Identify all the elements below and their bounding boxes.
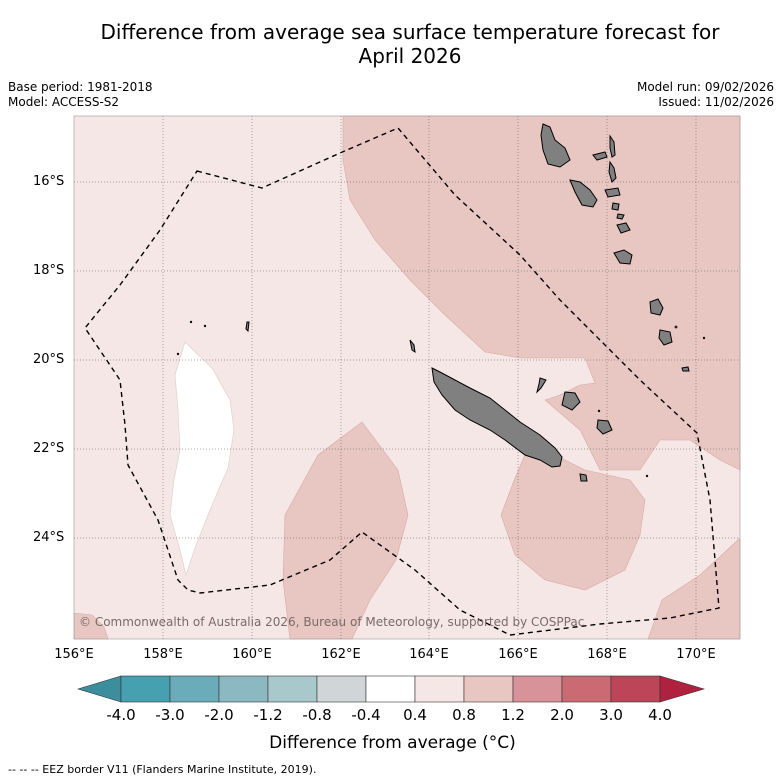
aneityum (658, 329, 673, 346)
colorbar-segment (316, 675, 367, 703)
coral-islet-a (189, 320, 193, 324)
colorbar-segment (512, 675, 563, 703)
lat-label-24s: 24°S (33, 530, 65, 545)
colorbar (76, 675, 706, 703)
colorbar-segment (267, 675, 318, 703)
ouvea-island (536, 377, 547, 394)
isle-of-pines (579, 473, 588, 482)
coral-islet-c (176, 352, 180, 356)
hunter-islet (702, 336, 706, 340)
matthew-island (681, 366, 690, 372)
colorbar-tick: -3.0 (155, 706, 185, 724)
malekula (569, 179, 598, 208)
lon-label-164e: 164°E (409, 647, 449, 662)
colorbar-segment (463, 675, 514, 703)
colorbar-arrow-low (76, 675, 122, 703)
lifou-island (561, 391, 581, 411)
colorbar-tick: 3.0 (599, 706, 623, 724)
lat-label-20s: 20°S (33, 352, 65, 367)
colorbar-tick: 0.8 (452, 706, 476, 724)
colorbar-segment (365, 675, 416, 703)
ambae (592, 151, 608, 161)
erromango (613, 249, 633, 265)
lon-label-162e: 162°E (321, 647, 361, 662)
colorbar-tick: -4.0 (106, 706, 136, 724)
colorbar-segment (120, 675, 171, 703)
lon-label-160e: 160°E (232, 647, 272, 662)
chart-title-line2: April 2026 (358, 44, 462, 68)
colorbar-tick: -2.0 (204, 706, 234, 724)
ambrym (604, 187, 621, 198)
lat-label-16s: 16°S (33, 174, 65, 189)
lon-label-158e: 158°E (143, 647, 183, 662)
belep-islands (409, 339, 416, 354)
epi-island (611, 202, 620, 211)
map-frame (73, 115, 741, 640)
colorbar-segment (169, 675, 220, 703)
shepherd-islands (616, 213, 625, 220)
coral-islet-b (203, 324, 207, 328)
base-period-text: Base period: 1981-2018 (8, 80, 153, 94)
copyright-text: © Commonwealth of Australia 2026, Bureau… (79, 615, 584, 629)
walpole-islet (645, 474, 649, 478)
mare-island (596, 419, 613, 435)
meta-right: Model run: 09/02/2026 Issued: 11/02/2026 (637, 80, 774, 110)
futuna-islet (674, 325, 678, 329)
colorbar-tick: 0.4 (403, 706, 427, 724)
colorbar-tick: 2.0 (550, 706, 574, 724)
issued-text: Issued: 11/02/2026 (658, 95, 774, 109)
lon-label-156e: 156°E (54, 647, 94, 662)
lon-label-168e: 168°E (587, 647, 627, 662)
lat-label-18s: 18°S (33, 263, 65, 278)
efate (616, 222, 631, 234)
loyalty-islet (597, 409, 601, 413)
anomaly-region-se (500, 449, 646, 591)
new-caledonia-landmass (431, 367, 563, 468)
espiritu-santo (540, 123, 571, 168)
colorbar-segment (561, 675, 612, 703)
gridlines (74, 116, 740, 639)
chart-title-line1: Difference from average sea surface temp… (100, 20, 720, 44)
model-text: Model: ACCESS-S2 (8, 95, 120, 109)
colorbar-tick: -0.4 (351, 706, 381, 724)
lon-label-170e: 170°E (676, 647, 716, 662)
colorbar-tick: -0.8 (302, 706, 332, 724)
colorbar-tick: -1.2 (253, 706, 283, 724)
lat-label-22s: 22°S (33, 441, 65, 456)
pentecost (608, 160, 617, 183)
maewo (609, 134, 616, 158)
colorbar-tick: 1.2 (501, 706, 525, 724)
tanna (649, 298, 664, 316)
neutral-region (169, 341, 235, 577)
eez-legend-footer: -- -- -- EEZ border V11 (Flanders Marine… (8, 763, 317, 776)
colorbar-title: Difference from average (°C) (269, 733, 516, 753)
chesterfield-reef (245, 321, 250, 333)
colorbar-segment (414, 675, 465, 703)
model-run-text: Model run: 09/02/2026 (636, 80, 774, 94)
colorbar-tick: 4.0 (648, 706, 672, 724)
meta-left: Base period: 1981-2018 Model: ACCESS-S2 (8, 80, 153, 110)
colorbar-segment (610, 675, 661, 703)
colorbar-segment (218, 675, 269, 703)
lon-label-166e: 166°E (498, 647, 538, 662)
colorbar-arrow-high (659, 675, 706, 703)
